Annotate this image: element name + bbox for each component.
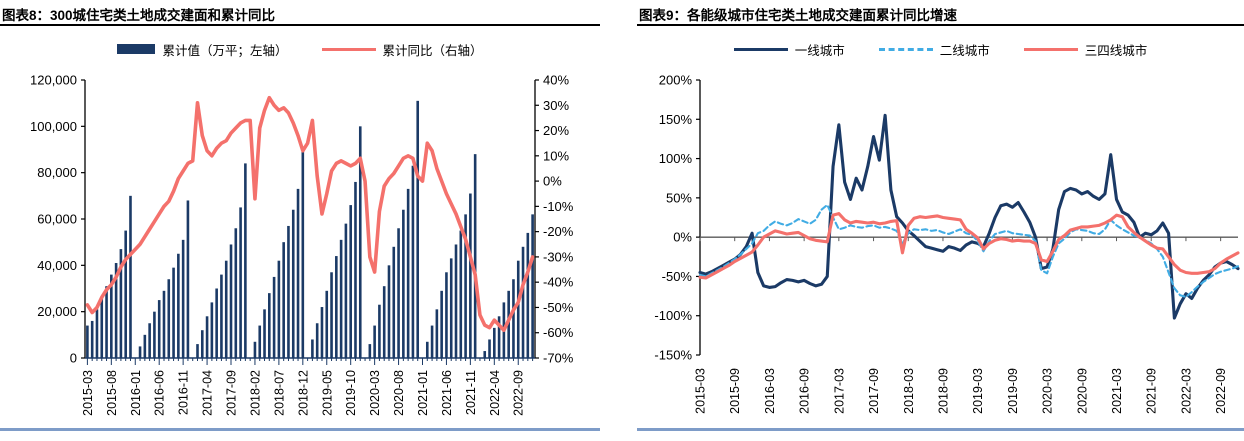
legend-label: 累计值（万平；左轴） <box>162 43 288 58</box>
svg-text:2015-09: 2015-09 <box>728 368 742 414</box>
legend-item-tier1: 一线城市 <box>733 40 845 59</box>
svg-text:2020-03: 2020-03 <box>368 370 382 416</box>
svg-text:-100%: -100% <box>654 308 692 323</box>
svg-text:0%: 0% <box>673 230 692 245</box>
svg-text:2016-11: 2016-11 <box>177 370 191 415</box>
svg-text:2016-06: 2016-06 <box>153 370 167 416</box>
figure-9-header: 图表9：各能级城市住宅类土地成交建面累计同比增速 <box>637 0 1244 26</box>
legend-item-cumulative-yoy: 累计同比（右轴） <box>321 40 483 59</box>
svg-text:-10%: -10% <box>543 199 574 214</box>
svg-text:2021-03: 2021-03 <box>1110 368 1124 414</box>
figure-9-plot: 200% 150% 100% 50% 0% -50% -100% -150%2015-03 20… <box>654 73 1240 414</box>
svg-text:20,000: 20,000 <box>37 304 77 319</box>
svg-text:120,000: 120,000 <box>30 73 77 88</box>
svg-text:2018-07: 2018-07 <box>272 370 286 416</box>
svg-text:2021-01: 2021-01 <box>416 370 430 416</box>
svg-text:2019-05: 2019-05 <box>320 370 334 416</box>
legend-label: 累计同比（右轴） <box>382 43 483 58</box>
svg-text:2018-09: 2018-09 <box>936 368 950 414</box>
svg-text:2019-09: 2019-09 <box>1006 368 1020 414</box>
figure-8-panel: 图表8：300城住宅类土地成交建面和累计同比 累计值（万平；左轴） 累计同比（右… <box>0 0 600 441</box>
svg-text:40,000: 40,000 <box>37 258 77 273</box>
svg-text:200%: 200% <box>659 73 693 88</box>
svg-text:40%: 40% <box>543 73 569 88</box>
svg-text:2020-09: 2020-09 <box>1075 368 1089 414</box>
svg-text:30%: 30% <box>543 98 569 113</box>
legend-item-cumulative-value: 累计值（万平；左轴） <box>117 40 288 59</box>
svg-text:2017-04: 2017-04 <box>201 370 215 416</box>
svg-text:2015-08: 2015-08 <box>105 370 119 416</box>
svg-text:-30%: -30% <box>543 249 574 264</box>
svg-text:2018-02: 2018-02 <box>248 370 262 416</box>
svg-text:2018-03: 2018-03 <box>902 368 916 414</box>
dashed-line-swatch-icon <box>878 47 933 51</box>
legend-label: 二线城市 <box>939 43 990 58</box>
navy-line-swatch-icon <box>733 47 788 51</box>
svg-text:2021-11: 2021-11 <box>464 370 478 415</box>
legend-item-tier2: 二线城市 <box>878 40 990 59</box>
svg-text:0: 0 <box>70 351 77 366</box>
figure-9-title: 图表9：各能级城市住宅类土地成交建面累计同比增速 <box>639 8 958 23</box>
svg-text:2022-04: 2022-04 <box>488 370 502 416</box>
figure-8-plot: 0 20,000 40,000 60,000 80,000 100,000 120,000 4… <box>30 73 574 416</box>
svg-text:2020-03: 2020-03 <box>1041 368 1055 414</box>
figure-8-legend: 累计值（万平；左轴） 累计同比（右轴） <box>0 36 600 62</box>
svg-text:2017-03: 2017-03 <box>832 368 846 414</box>
svg-text:60,000: 60,000 <box>37 212 77 227</box>
svg-text:-60%: -60% <box>543 325 574 340</box>
figure-9-legend: 一线城市 二线城市 三四线城市 <box>637 36 1244 62</box>
svg-text:2018-12: 2018-12 <box>296 370 310 416</box>
svg-text:2019-03: 2019-03 <box>971 368 985 414</box>
svg-text:50%: 50% <box>666 190 692 205</box>
figure-9-panel: 图表9：各能级城市住宅类土地成交建面累计同比增速 一线城市 二线城市 三四线城市… <box>637 0 1244 441</box>
svg-text:0%: 0% <box>543 174 562 189</box>
svg-text:-40%: -40% <box>543 275 574 290</box>
legend-label: 一线城市 <box>794 43 845 58</box>
svg-text:2017-09: 2017-09 <box>867 368 881 414</box>
svg-text:-50%: -50% <box>662 269 693 284</box>
svg-text:2022-09: 2022-09 <box>512 370 526 416</box>
svg-text:-20%: -20% <box>543 224 574 239</box>
svg-text:2021-06: 2021-06 <box>440 370 454 416</box>
svg-text:2016-01: 2016-01 <box>129 370 143 416</box>
svg-text:80,000: 80,000 <box>37 165 77 180</box>
svg-text:2016-03: 2016-03 <box>763 368 777 414</box>
legend-label: 三四线城市 <box>1084 43 1148 58</box>
svg-text:10%: 10% <box>543 148 569 163</box>
svg-text:2019-10: 2019-10 <box>344 370 358 416</box>
svg-text:100%: 100% <box>659 151 693 166</box>
svg-text:100,000: 100,000 <box>30 119 77 134</box>
svg-text:2017-09: 2017-09 <box>225 370 239 416</box>
svg-text:2015-03: 2015-03 <box>81 370 95 416</box>
svg-text:2020-08: 2020-08 <box>392 370 406 416</box>
figure-8-title: 图表8：300城住宅类土地成交建面和累计同比 <box>2 8 276 23</box>
svg-text:20%: 20% <box>543 123 569 138</box>
svg-text:2022-09: 2022-09 <box>1214 368 1228 414</box>
figure-8-bottom-rule <box>0 428 600 431</box>
svg-text:-50%: -50% <box>543 300 574 315</box>
svg-text:2021-09: 2021-09 <box>1145 368 1159 414</box>
legend-item-tier34: 三四线城市 <box>1023 40 1148 59</box>
svg-text:-70%: -70% <box>543 351 574 366</box>
line-swatch-icon <box>321 47 376 51</box>
bar-swatch-icon <box>117 44 156 54</box>
svg-text:150%: 150% <box>659 112 693 127</box>
svg-text:2022-03: 2022-03 <box>1179 368 1193 414</box>
salmon-line-swatch-icon <box>1023 47 1078 51</box>
svg-text:2015-03: 2015-03 <box>694 368 708 414</box>
figure-9-bottom-rule <box>637 428 1244 431</box>
svg-text:2016-09: 2016-09 <box>798 368 812 414</box>
svg-text:-150%: -150% <box>654 348 692 363</box>
figure-8-header: 图表8：300城住宅类土地成交建面和累计同比 <box>0 0 600 26</box>
